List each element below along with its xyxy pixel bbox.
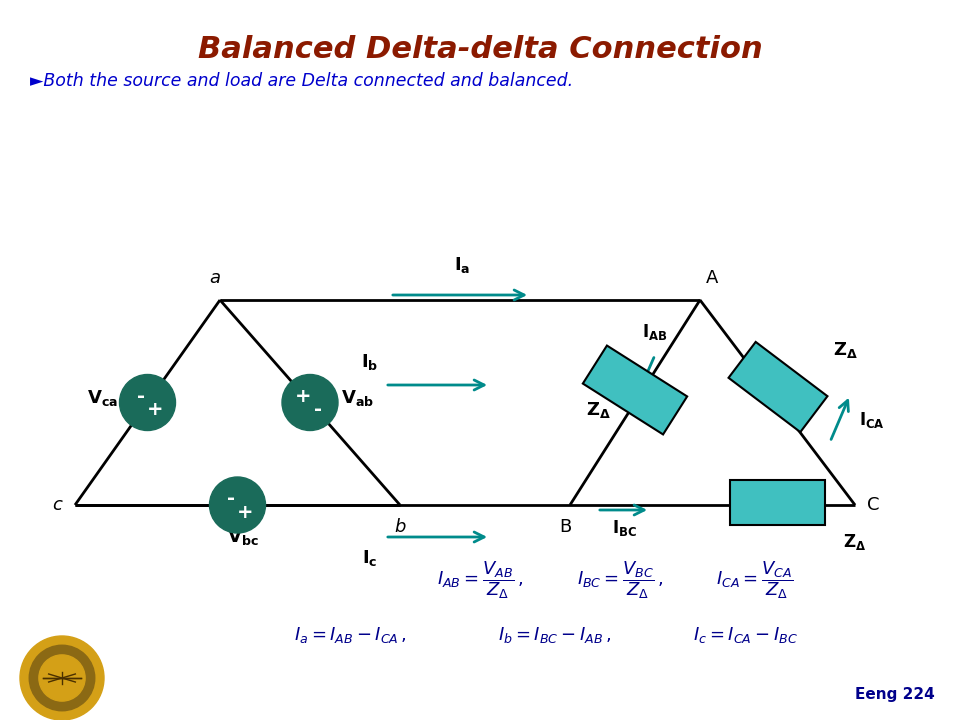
Text: b: b (395, 518, 406, 536)
Text: +: + (237, 503, 253, 521)
Text: $I_c = I_{CA} - I_{BC}$: $I_c = I_{CA} - I_{BC}$ (692, 625, 798, 645)
Text: $I_{AB} = \dfrac{V_{AB}}{Z_\Delta}\,,$: $I_{AB} = \dfrac{V_{AB}}{Z_\Delta}\,,$ (437, 559, 523, 600)
Text: -: - (136, 387, 145, 406)
Bar (730, 480, 825, 525)
Text: $\mathbf{I_{BC}}$: $\mathbf{I_{BC}}$ (612, 518, 637, 538)
Text: -: - (314, 400, 322, 419)
Text: ►Both the source and load are Delta connected and balanced.: ►Both the source and load are Delta conn… (30, 72, 573, 90)
Text: c: c (52, 496, 62, 514)
Text: $\mathbf{V_{ab}}$: $\mathbf{V_{ab}}$ (342, 387, 374, 408)
Circle shape (209, 477, 266, 533)
Text: $\mathbf{Z_\Delta}$: $\mathbf{Z_\Delta}$ (586, 400, 611, 420)
Text: $\mathbf{I_a}$: $\mathbf{I_a}$ (454, 255, 470, 275)
Text: $\mathbf{I_c}$: $\mathbf{I_c}$ (362, 548, 377, 568)
Text: Balanced Delta-delta Connection: Balanced Delta-delta Connection (198, 35, 762, 64)
Text: A: A (706, 269, 718, 287)
Polygon shape (729, 342, 828, 432)
Text: $I_{BC} = \dfrac{V_{BC}}{Z_\Delta}\,,$: $I_{BC} = \dfrac{V_{BC}}{Z_\Delta}\,,$ (577, 559, 663, 600)
Text: -: - (227, 490, 234, 508)
Circle shape (282, 374, 338, 431)
Text: $I_b = I_{BC} - I_{AB}\,,$: $I_b = I_{BC} - I_{AB}\,,$ (498, 625, 612, 645)
Text: +: + (147, 400, 164, 419)
Text: $\mathbf{I_{CA}}$: $\mathbf{I_{CA}}$ (859, 410, 885, 430)
Polygon shape (583, 346, 687, 434)
Text: $I_a = I_{AB} - I_{CA}\,,$: $I_a = I_{AB} - I_{CA}\,,$ (294, 625, 406, 645)
Text: $\mathbf{V_{bc}}$: $\mathbf{V_{bc}}$ (227, 527, 258, 547)
Circle shape (29, 645, 95, 711)
Circle shape (20, 636, 104, 720)
Text: +: + (295, 387, 311, 406)
Text: a: a (209, 269, 221, 287)
Text: C: C (867, 496, 879, 514)
Text: $\mathbf{Z_\Delta}$: $\mathbf{Z_\Delta}$ (832, 340, 857, 360)
Text: $\mathbf{V_{ca}}$: $\mathbf{V_{ca}}$ (87, 387, 118, 408)
Text: Eeng 224: Eeng 224 (855, 687, 935, 702)
Text: $I_{CA} = \dfrac{V_{CA}}{Z_\Delta}$: $I_{CA} = \dfrac{V_{CA}}{Z_\Delta}$ (716, 559, 794, 600)
Text: $\mathbf{Z_\Delta}$: $\mathbf{Z_\Delta}$ (844, 532, 867, 552)
Text: $\mathbf{I_b}$: $\mathbf{I_b}$ (361, 352, 378, 372)
Text: $\mathbf{I_{AB}}$: $\mathbf{I_{AB}}$ (642, 322, 668, 342)
Circle shape (39, 655, 85, 701)
Circle shape (119, 374, 176, 431)
Text: B: B (559, 518, 571, 536)
